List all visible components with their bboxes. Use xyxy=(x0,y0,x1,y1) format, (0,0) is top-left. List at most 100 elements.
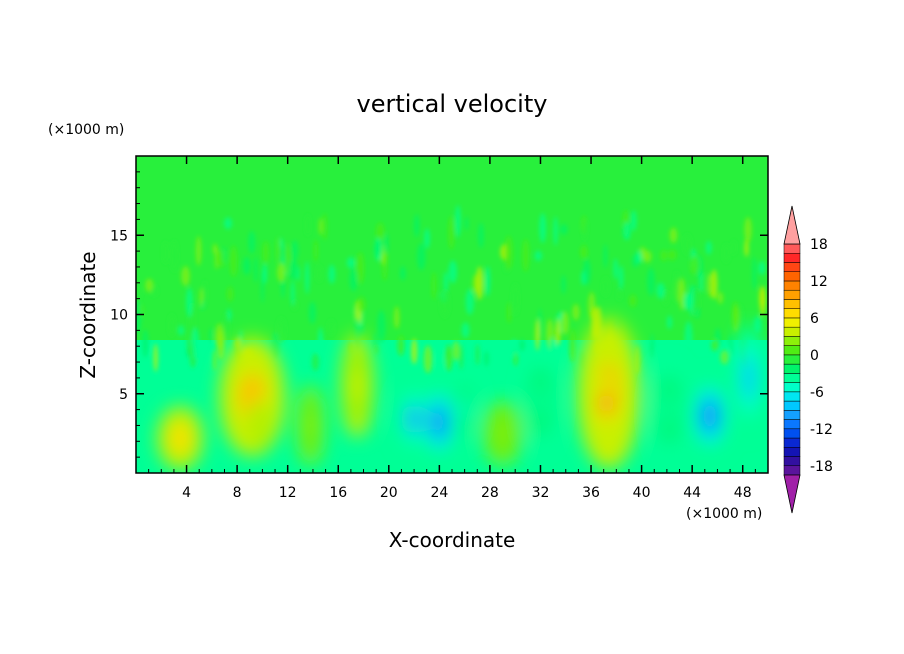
colorbar-swatch xyxy=(783,428,801,439)
turbulence-streak xyxy=(224,217,233,230)
turbulence-streak xyxy=(248,230,256,254)
colorbar-swatch xyxy=(783,410,801,420)
turbulence-streak xyxy=(660,249,668,261)
turbulence-streak xyxy=(291,240,299,261)
turbulence-streak xyxy=(728,335,733,346)
turbulence-streak xyxy=(475,343,480,366)
turbulence-streak xyxy=(507,302,511,324)
turbulence-streak xyxy=(191,327,200,359)
turbulence-streak xyxy=(142,329,149,358)
turbulence-streak xyxy=(535,319,540,352)
colorbar-swatch xyxy=(783,317,801,328)
turbulence-streak xyxy=(356,252,364,285)
turbulence-streak xyxy=(151,285,158,297)
turbulence-streak xyxy=(629,294,637,307)
turbulence-streak xyxy=(181,266,190,286)
turbulence-streak xyxy=(701,273,710,293)
velocity-cell xyxy=(701,400,718,432)
turbulence-streak xyxy=(374,241,383,257)
y-axis-label: Z-coordinate xyxy=(76,251,100,378)
turbulence-streak xyxy=(484,266,491,297)
x-tick-label: 4 xyxy=(182,485,191,501)
turbulence-streak xyxy=(397,335,405,356)
y-tick-label: 15 xyxy=(110,228,128,244)
turbulence-streak xyxy=(483,351,490,367)
turbulence-streak xyxy=(277,317,286,343)
turbulence-streak xyxy=(305,214,310,236)
turbulence-streak xyxy=(288,258,298,280)
turbulence-streak xyxy=(561,275,566,294)
turbulence-streak xyxy=(308,301,317,324)
y-axis-ticks: 5 10 15 xyxy=(110,171,768,458)
turbulence-streak xyxy=(305,261,310,295)
velocity-cell xyxy=(432,406,447,439)
turbulence-streak xyxy=(459,344,464,370)
turbulence-streak xyxy=(622,221,631,241)
colorbar-swatch xyxy=(783,345,801,356)
turbulence-streak xyxy=(357,296,366,313)
turbulence-streak xyxy=(448,260,458,284)
plot-area xyxy=(136,156,768,473)
turbulence-streak xyxy=(642,250,652,263)
turbulence-streak xyxy=(328,319,335,336)
turbulence-streak xyxy=(707,273,713,298)
y-tick-label: 10 xyxy=(110,308,128,324)
turbulence-streak xyxy=(349,267,358,292)
turbulence-streak xyxy=(383,233,389,254)
x-axis-label: X-coordinate xyxy=(389,528,516,552)
turbulence-streak xyxy=(603,244,608,269)
velocity-cell xyxy=(742,355,756,401)
colorbar-swatch xyxy=(783,419,801,430)
colorbar-swatch xyxy=(783,363,801,374)
x-tick-label: 40 xyxy=(633,485,651,501)
colorbar-swatch xyxy=(783,382,801,393)
turbulence-streak xyxy=(618,265,624,290)
turbulence-streak xyxy=(314,239,318,262)
turbulence-streak xyxy=(209,327,213,343)
turbulence-streak xyxy=(690,255,699,275)
turbulence-streak xyxy=(539,213,547,244)
turbulence-streak xyxy=(276,262,286,283)
turbulence-streak xyxy=(764,348,768,372)
turbulence-streak xyxy=(732,301,739,329)
turbulence-streak xyxy=(399,266,406,281)
colorbar-swatch xyxy=(783,336,801,346)
turbulence-streak xyxy=(328,264,336,284)
turbulence-streak xyxy=(667,249,677,261)
velocity-cells xyxy=(157,318,765,470)
velocity-cell xyxy=(460,396,470,423)
x-axis-unit: (×1000 m) xyxy=(686,506,762,522)
turbulence-streak xyxy=(411,338,418,365)
turbulence-streak xyxy=(613,258,618,280)
turbulence-streak xyxy=(512,283,519,316)
colorbar-top-arrow xyxy=(783,205,801,245)
turbulence-streak xyxy=(730,342,734,357)
turbulence-streak xyxy=(222,246,226,263)
turbulence-streak xyxy=(318,327,323,353)
turbulence-streak xyxy=(758,261,766,276)
turbulence-streak xyxy=(663,289,669,306)
turbulence-streak xyxy=(683,292,692,311)
colorbar-tick-label: -18 xyxy=(810,459,833,475)
colorbar-swatch xyxy=(783,354,801,365)
colorbar-tick-label: 6 xyxy=(810,311,819,327)
turbulence-streak xyxy=(177,325,185,336)
turbulence-streak xyxy=(311,353,320,371)
x-tick-label: 20 xyxy=(380,485,398,501)
turbulence-streak xyxy=(669,227,678,244)
turbulence-streak xyxy=(440,289,450,318)
x-tick-label: 12 xyxy=(279,485,297,501)
turbulence-streak xyxy=(322,213,327,240)
turbulence-streak xyxy=(510,339,519,355)
turbulence-streak xyxy=(285,243,291,275)
turbulence-streak xyxy=(647,267,655,296)
chart-title: vertical velocity xyxy=(357,90,548,118)
velocity-cell xyxy=(171,425,190,451)
turbulence-streak xyxy=(504,236,513,270)
turbulence-streak xyxy=(213,349,217,371)
colorbar-swatch xyxy=(783,326,801,337)
turbulence-streak xyxy=(171,240,178,273)
turbulence-streak xyxy=(580,245,588,259)
turbulence-streak xyxy=(560,224,568,235)
